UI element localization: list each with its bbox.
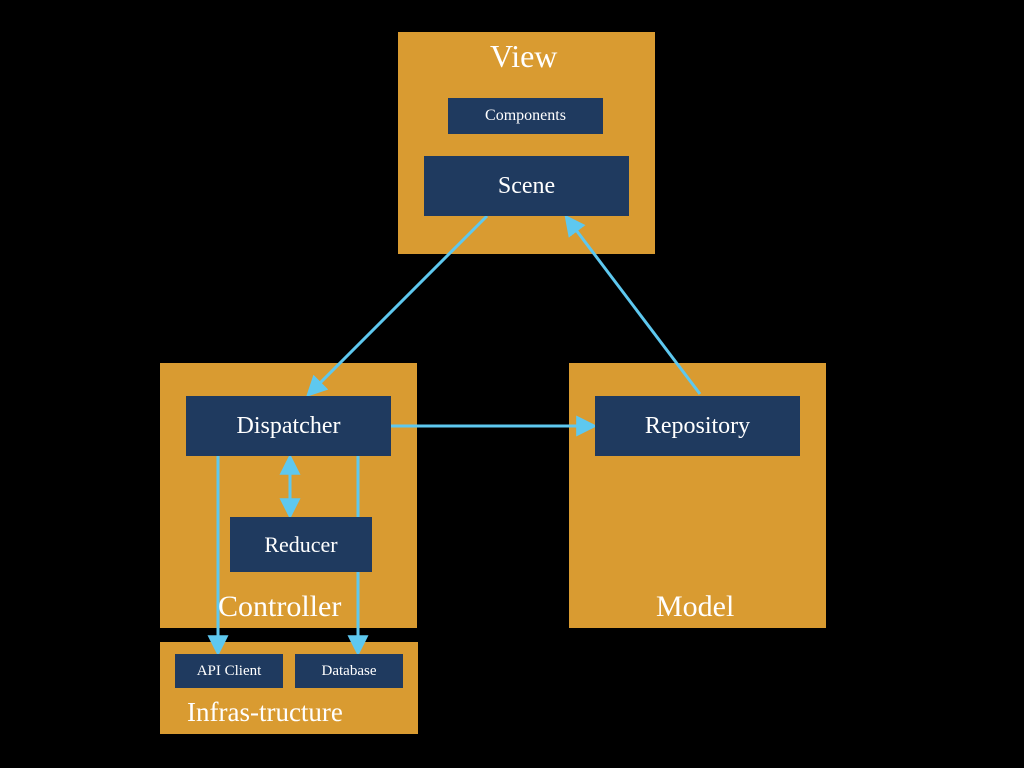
node-apiclient: API Client <box>175 654 283 688</box>
node-reducer: Reducer <box>230 517 372 572</box>
container-title-controller: Controller <box>218 590 341 624</box>
container-title-model: Model <box>656 590 734 624</box>
node-scene: Scene <box>424 156 629 216</box>
diagram-stage: { "canvas": { "width": 1024, "height": 7… <box>0 0 1024 768</box>
container-title-infra: Infras-tructure <box>187 697 343 728</box>
node-dispatcher: Dispatcher <box>186 396 391 456</box>
node-components: Components <box>448 98 603 134</box>
node-database: Database <box>295 654 403 688</box>
container-title-view: View <box>490 38 557 75</box>
node-repository: Repository <box>595 396 800 456</box>
